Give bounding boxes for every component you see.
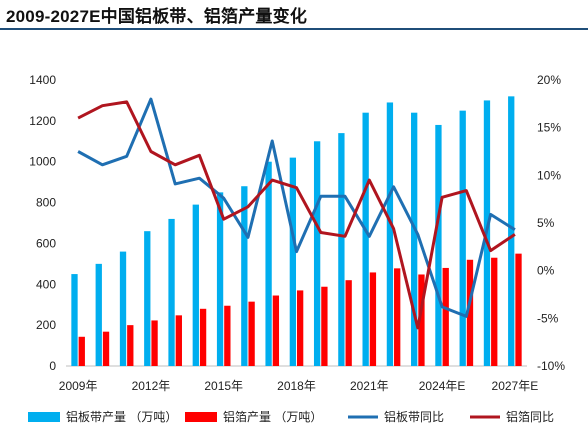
title-underline: [0, 28, 588, 30]
x-tick-label: 2018年: [277, 379, 316, 393]
bar-foil-output: [224, 305, 231, 366]
bar-foil-output: [321, 286, 328, 366]
x-tick-label: 2021年: [350, 379, 389, 393]
bar-sheet-output: [119, 251, 127, 366]
bar-sheet-output: [192, 204, 199, 366]
bar-sheet-output: [168, 218, 175, 366]
x-tick-label: 2024年E: [419, 379, 466, 393]
bar-sheet-output: [435, 124, 442, 366]
x-tick-label: 2012年: [132, 379, 171, 393]
bar-foil-output: [418, 274, 425, 366]
bar-sheet-output: [386, 102, 394, 366]
bar-foil-output: [442, 267, 449, 366]
bar-sheet-output: [313, 141, 321, 366]
bar-foil-output: [248, 301, 255, 366]
legend-label: 铝箔产量 （万吨）: [223, 409, 322, 424]
legend-swatch: [28, 412, 60, 422]
y-left-tick-label: 0: [49, 359, 56, 373]
bar-sheet-output: [362, 112, 369, 366]
y-right-tick-label: -10%: [537, 359, 565, 373]
x-tick-label: 2027年E: [492, 379, 539, 393]
y-right-tick-label: 0%: [537, 264, 555, 278]
bar-foil-output: [515, 253, 522, 366]
bar-foil-output: [175, 315, 182, 366]
bar-foil-output: [199, 308, 207, 366]
bar-foil-output: [78, 336, 85, 366]
bar-foil-output: [102, 331, 110, 366]
bar-sheet-output: [95, 263, 102, 366]
legend-label: 铝板带产量 （万吨）: [66, 409, 177, 424]
bar-sheet-output: [144, 231, 151, 366]
y-left-tick-label: 1400: [29, 73, 56, 87]
y-left-tick-label: 800: [36, 196, 56, 210]
bar-foil-output: [466, 259, 474, 366]
legend-label: 铝板带同比: [384, 409, 444, 424]
y-right-tick-label: 10%: [537, 168, 561, 182]
bar-foil-output: [272, 295, 280, 366]
bar-sheet-output: [265, 161, 272, 366]
bar-sheet-output: [71, 274, 78, 366]
bar-sheet-output: [411, 112, 418, 366]
bar-sheet-output: [241, 186, 248, 366]
legend-label: 铝箔同比: [506, 409, 554, 424]
bar-sheet-output: [216, 192, 224, 366]
bar-foil-output: [394, 268, 401, 366]
y-right-tick-label: -5%: [537, 311, 559, 325]
bar-foil-output: [491, 257, 498, 366]
bar-foil-output: [151, 320, 158, 366]
x-tick-label: 2015年: [204, 379, 243, 393]
y-right-tick-label: 15%: [537, 121, 561, 135]
x-tick-label: 2009年: [59, 379, 98, 393]
y-left-tick-label: 200: [36, 318, 56, 332]
y-right-tick-label: 5%: [537, 216, 555, 230]
y-right-tick-label: 20%: [537, 73, 561, 87]
legend-swatch: [185, 412, 217, 422]
y-left-tick-label: 1000: [29, 155, 56, 169]
line-foil-yoy: [77, 100, 516, 330]
line-sheet-yoy: [77, 97, 516, 318]
bar-foil-output: [127, 325, 134, 366]
bar-foil-output: [369, 272, 377, 366]
bar-sheet-output: [508, 96, 515, 366]
bar-sheet-output: [459, 110, 466, 367]
bar-foil-output: [345, 280, 352, 366]
y-left-tick-label: 1200: [29, 114, 56, 128]
y-left-tick-label: 400: [36, 277, 56, 291]
bar-sheet-output: [338, 133, 345, 366]
chart-title: 2009-2027E中国铝板带、铝箔产量变化: [6, 7, 308, 26]
bar-sheet-output: [289, 157, 297, 366]
y-left-tick-label: 600: [36, 236, 56, 250]
bar-foil-output: [296, 290, 304, 366]
